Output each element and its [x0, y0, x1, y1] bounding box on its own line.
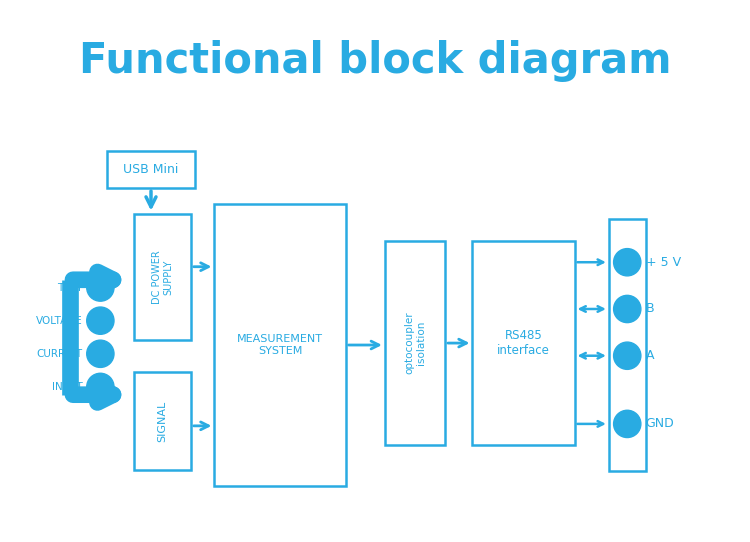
Text: MEASUREMENT
SYSTEM: MEASUREMENT SYSTEM	[237, 334, 323, 356]
Bar	[214, 204, 346, 486]
Text: Functional block diagram: Functional block diagram	[79, 40, 671, 82]
Bar	[472, 241, 574, 446]
Circle shape	[87, 340, 114, 367]
Text: TEST: TEST	[57, 282, 82, 293]
Text: INPUT: INPUT	[52, 382, 82, 392]
Text: RS485
interface: RS485 interface	[497, 329, 550, 357]
Text: B: B	[646, 302, 654, 315]
Bar	[107, 151, 195, 188]
Circle shape	[614, 410, 640, 437]
Circle shape	[87, 373, 114, 401]
Circle shape	[87, 307, 114, 334]
Text: DC POWER
SUPPLY: DC POWER SUPPLY	[152, 250, 173, 304]
Text: VOLTAGE: VOLTAGE	[36, 315, 82, 326]
Circle shape	[614, 295, 640, 322]
Bar	[385, 241, 445, 446]
Circle shape	[87, 274, 114, 301]
Circle shape	[614, 249, 640, 276]
Text: A: A	[646, 349, 654, 362]
Bar	[609, 220, 646, 470]
Text: optocoupler
isolation: optocoupler isolation	[404, 312, 426, 375]
Text: SIGNAL: SIGNAL	[158, 401, 168, 442]
Text: GND: GND	[646, 417, 674, 430]
Text: USB Mini: USB Mini	[123, 163, 178, 176]
Bar	[134, 372, 191, 470]
Text: CURRINT: CURRINT	[37, 349, 82, 359]
Text: + 5 V: + 5 V	[646, 256, 681, 269]
Bar	[134, 214, 191, 340]
Circle shape	[614, 342, 640, 369]
